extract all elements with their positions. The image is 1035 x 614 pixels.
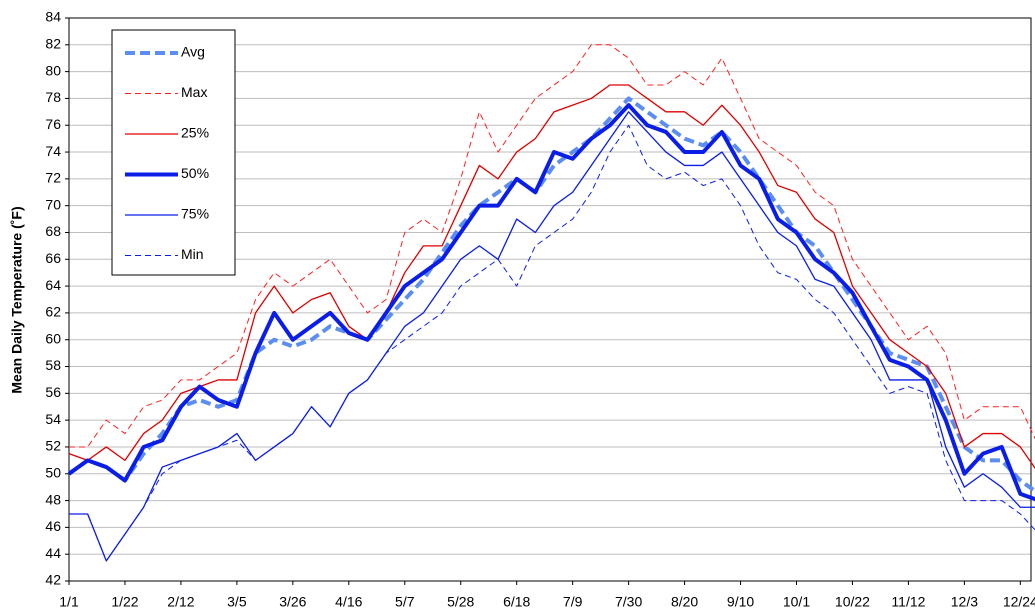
- series-line: [69, 111, 1035, 562]
- y-tick-label: 58: [45, 357, 61, 373]
- legend-label: 50%: [181, 165, 209, 181]
- x-tick-label: 12/24: [1003, 594, 1035, 610]
- y-tick-label: 70: [45, 196, 61, 212]
- legend-label: 25%: [181, 125, 209, 141]
- series-line: [68, 84, 1035, 470]
- legend-label: Min: [181, 246, 204, 262]
- y-tick-label: 48: [45, 491, 61, 507]
- y-tick-label: 52: [45, 438, 61, 454]
- x-tick-label: 4/16: [335, 594, 362, 610]
- x-tick-label: 1/22: [111, 594, 138, 610]
- y-tick-label: 44: [45, 545, 61, 561]
- y-tick-label: 80: [45, 62, 61, 78]
- y-tick-label: 64: [45, 277, 61, 293]
- y-tick-label: 68: [45, 223, 61, 239]
- y-tick-label: 54: [45, 411, 61, 427]
- x-tick-label: 8/20: [671, 594, 698, 610]
- y-tick-label: 56: [45, 384, 61, 400]
- x-tick-label: 3/5: [227, 594, 247, 610]
- x-tick-label: 11/12: [891, 594, 925, 610]
- legend: Avg Max 25% 50% 75% Min: [111, 29, 236, 276]
- y-tick-label: 72: [45, 170, 61, 186]
- legend-label: Max: [181, 84, 207, 100]
- y-tick-label: 84: [45, 9, 61, 25]
- x-tick-label: 10/1: [783, 594, 810, 610]
- x-tick-label: 2/12: [167, 594, 194, 610]
- y-tick-label: 62: [45, 304, 61, 320]
- plot-border: [68, 17, 1032, 582]
- y-tick-label: 82: [45, 36, 61, 52]
- x-tick-label: 7/9: [563, 594, 583, 610]
- x-tick-label: 7/30: [615, 594, 642, 610]
- y-axis-title: Mean Daily Temperature (˚F): [9, 206, 25, 393]
- legend-label: Avg: [181, 44, 205, 60]
- legend-label: 75%: [181, 206, 209, 222]
- x-tick-label: 6/18: [503, 594, 530, 610]
- x-tick-label: 10/22: [835, 594, 870, 610]
- x-tick-label: 9/10: [727, 594, 754, 610]
- y-tick-label: 42: [45, 572, 61, 588]
- y-tick-label: 66: [45, 250, 61, 266]
- x-tick-label: 3/26: [279, 594, 306, 610]
- y-tick-label: 60: [45, 330, 61, 346]
- series-line: [69, 124, 1035, 562]
- x-tick-label: 5/28: [447, 594, 474, 610]
- y-tick-label: 78: [45, 89, 61, 105]
- series-line: [67, 103, 1035, 502]
- y-tick-label: 74: [45, 143, 61, 159]
- x-tick-label: 5/7: [395, 594, 415, 610]
- y-tick-label: 50: [45, 464, 61, 480]
- legend-box: [111, 29, 236, 276]
- x-tick-label: 12/3: [951, 594, 978, 610]
- y-tick-label: 76: [45, 116, 61, 132]
- series-line: [69, 44, 1035, 448]
- x-tick-label: 1/1: [59, 594, 79, 610]
- y-tick-label: 46: [45, 518, 61, 534]
